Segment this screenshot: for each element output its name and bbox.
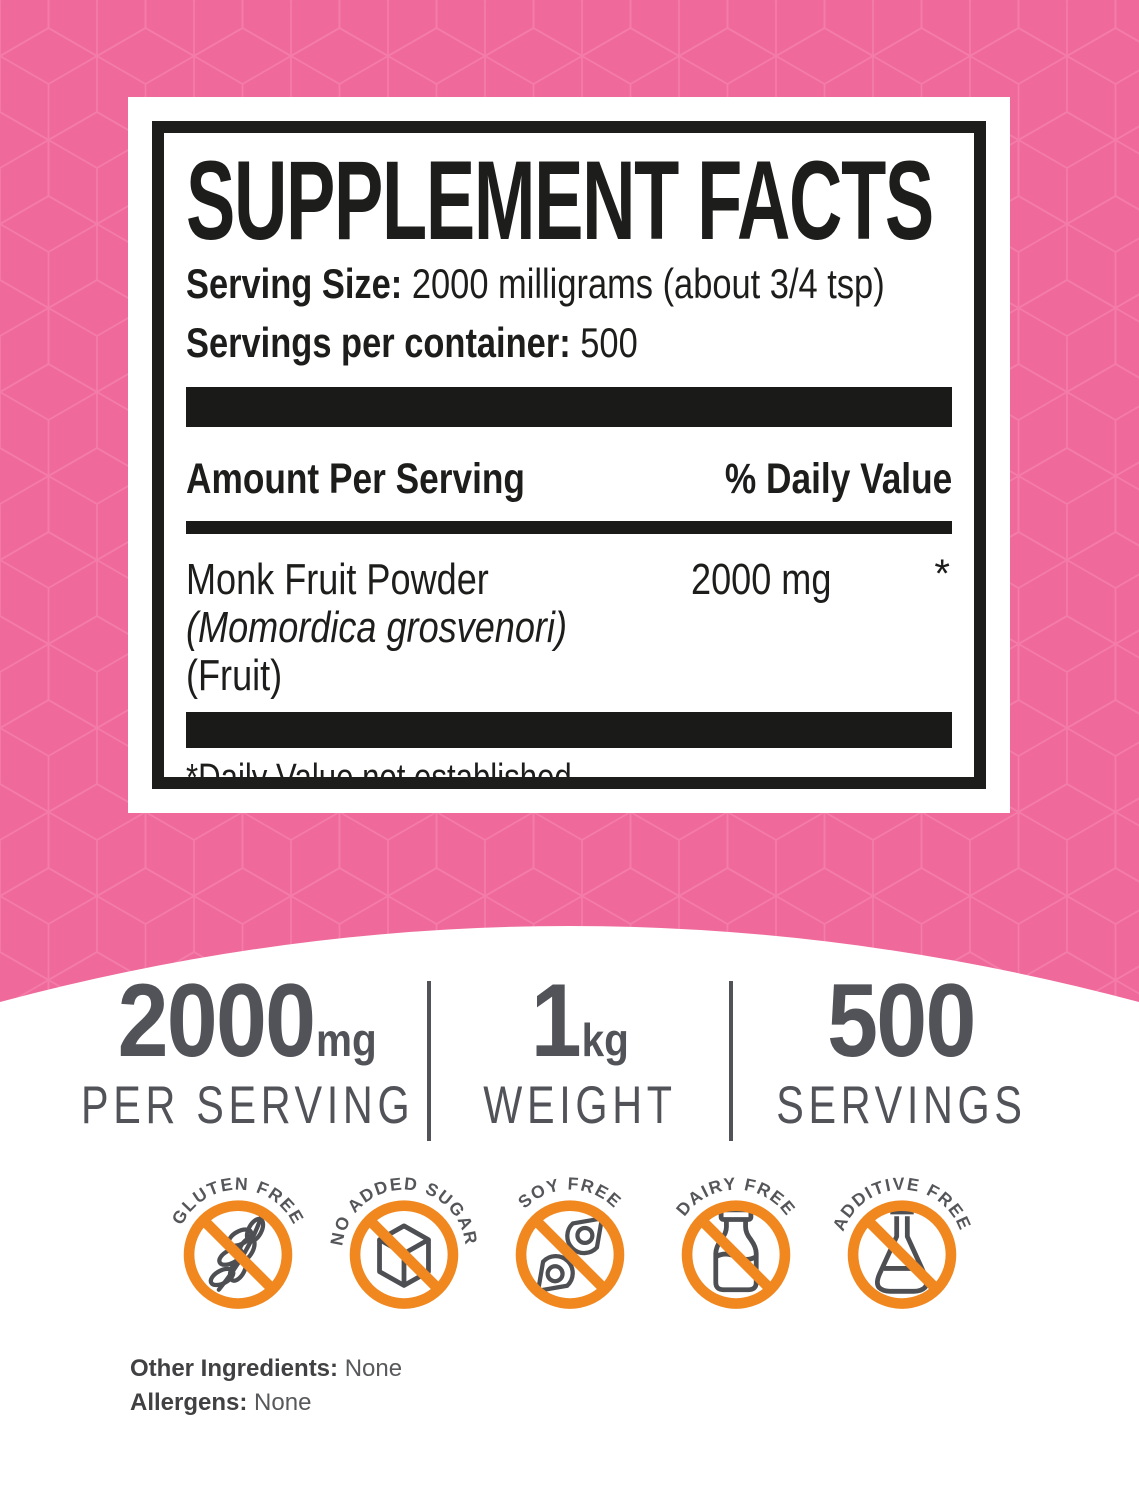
servings-per-container-value: 500 (570, 318, 638, 366)
serving-size-line: Serving Size: 2000 milligrams (about 3/4… (186, 262, 952, 307)
facts-column-headers: Amount Per Serving % Daily Value (186, 457, 952, 502)
supplement-facts-panel: SUPPLEMENT FACTS Serving Size: 2000 mill… (128, 97, 1010, 813)
stat-weight-value: 1 (530, 963, 581, 1079)
free-from-badges-row: GLUTEN FREE (0, 1145, 1139, 1311)
divider-bar-thick-bottom (186, 711, 952, 748)
amount-per-serving-header: Amount Per Serving (186, 455, 525, 504)
ingredient-row: Monk Fruit Powder (Momordica grosvenori)… (186, 552, 952, 700)
badge-additive-free: ADDITIVE FREE (822, 1145, 982, 1311)
allergens-label: Allergens: (130, 1389, 248, 1416)
ingredient-latin-name: (Momordica grosvenori) (186, 602, 567, 652)
ingredient-daily-value-asterisk: * (934, 551, 950, 596)
prohibited-circle-icon (681, 1200, 790, 1309)
prohibited-circle-icon (349, 1200, 458, 1309)
stat-servings: 500 SERVINGS (747, 963, 1057, 1135)
stat-divider (728, 981, 733, 1141)
prohibited-circle-icon (847, 1200, 956, 1309)
stat-per-serving-label: PER SERVING (80, 1076, 415, 1135)
divider-bar-thin (186, 520, 952, 534)
stat-per-serving-unit: mg (316, 1014, 378, 1066)
stat-weight-label: WEIGHT (482, 1076, 677, 1135)
serving-size-value: 2000 milligrams (about 3/4 tsp) (402, 260, 885, 308)
allergens-value: None (247, 1389, 312, 1416)
ingredient-name: Monk Fruit Powder (186, 554, 489, 604)
stat-servings-value: 500 (826, 963, 976, 1079)
stats-row: 2000 mg PER SERVING 1 kg WEIGHT 500 SERVIN… (0, 963, 1139, 1141)
badge-dairy-free-label: DAIRY FREE (672, 1173, 798, 1219)
stat-weight-unit: kg (581, 1014, 629, 1066)
badge-soy-free: SOY FREE (490, 1145, 650, 1311)
serving-size-label: Serving Size: (186, 260, 403, 308)
stat-per-serving: 2000 mg PER SERVING (80, 963, 415, 1135)
ingredient-plant-part: (Fruit) (186, 650, 283, 700)
stat-weight: 1 kg WEIGHT (445, 963, 715, 1135)
soybean-icon (535, 1216, 604, 1293)
stat-servings-label: SERVINGS (776, 1076, 1027, 1135)
prohibited-circle-icon (515, 1200, 624, 1309)
divider-bar-thick (186, 387, 952, 428)
badge-gluten-free: GLUTEN FREE (158, 1145, 318, 1311)
other-ingredients-line: Other Ingredients: None (130, 1352, 402, 1386)
prohibited-circle-icon (183, 1200, 292, 1309)
supplement-facts-border: SUPPLEMENT FACTS Serving Size: 2000 mill… (152, 121, 986, 789)
servings-per-container-line: Servings per container: 500 (186, 318, 952, 366)
ingredient-amount: 2000 mg (691, 554, 832, 604)
stat-divider (426, 981, 431, 1141)
svg-text:DAIRY FREE: DAIRY FREE (672, 1173, 800, 1219)
servings-per-container-label: Servings per container: (186, 318, 571, 366)
badge-no-added-sugar: NO ADDED SUGAR (324, 1145, 484, 1311)
badge-dairy-free: DAIRY FREE (656, 1145, 816, 1311)
footer-ingredients-block: Other Ingredients: None Allergens: None (130, 1352, 402, 1420)
daily-value-footnote: *Daily Value not established. (186, 756, 581, 789)
other-ingredients-label: Other Ingredients: (130, 1355, 339, 1382)
allergens-line: Allergens: None (130, 1386, 402, 1420)
stat-per-serving-value: 2000 (117, 963, 316, 1079)
supplement-facts-title: SUPPLEMENT FACTS (186, 138, 934, 263)
daily-value-header: % Daily Value (724, 455, 952, 504)
other-ingredients-value: None (338, 1355, 403, 1382)
